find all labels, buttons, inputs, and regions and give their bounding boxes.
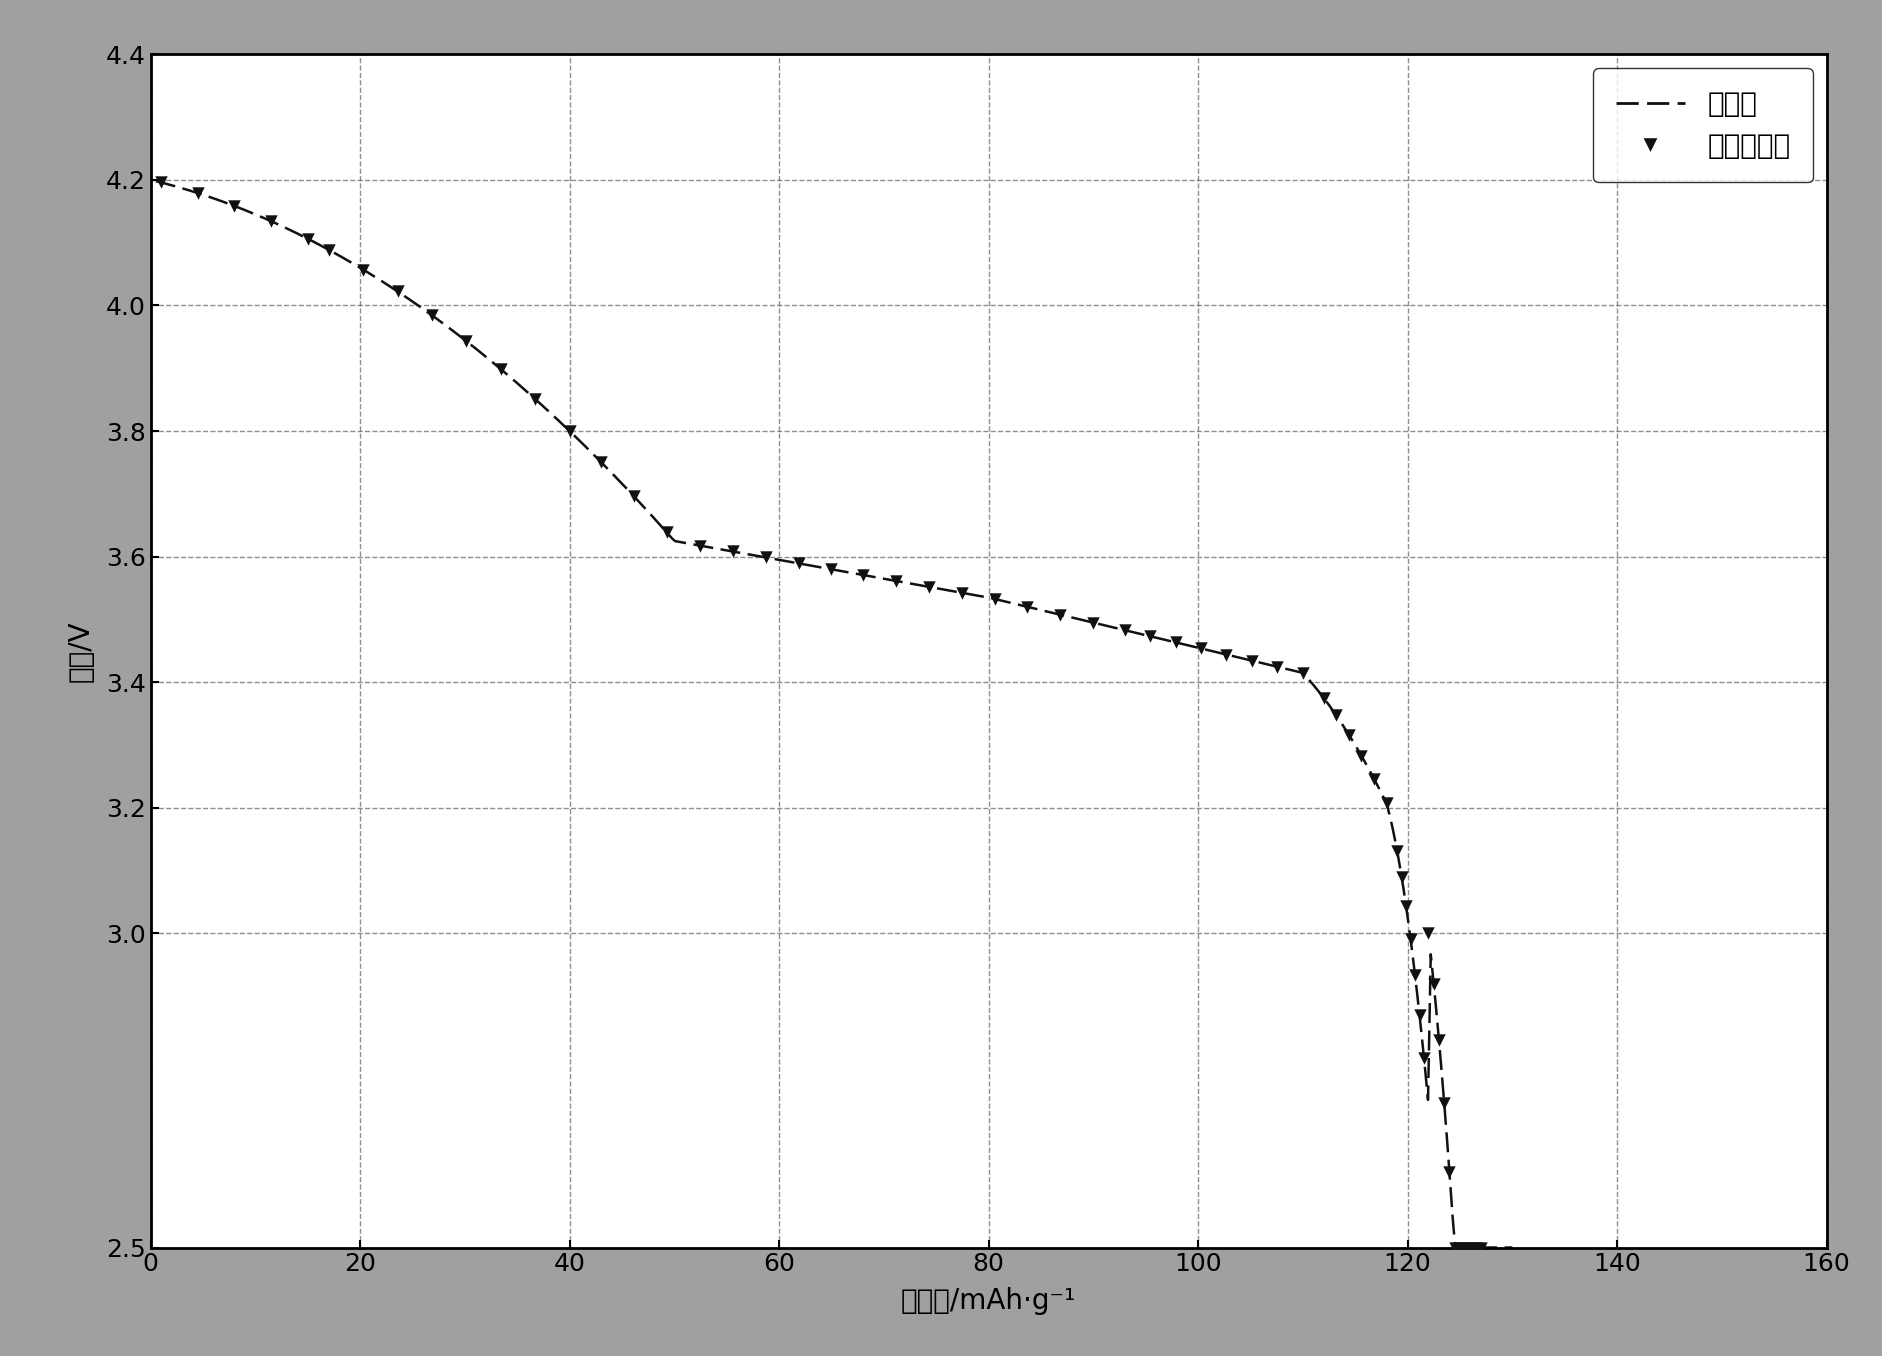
Point bbox=[1370, 793, 1400, 815]
Point bbox=[947, 582, 977, 603]
Point bbox=[1449, 1237, 1479, 1258]
Point bbox=[717, 541, 747, 563]
Point bbox=[1428, 1092, 1459, 1113]
Point bbox=[1434, 1161, 1464, 1182]
Point bbox=[1013, 597, 1043, 618]
Point bbox=[1455, 1237, 1485, 1258]
Point bbox=[847, 564, 877, 586]
Point bbox=[751, 546, 781, 568]
Point bbox=[1108, 620, 1139, 641]
Point bbox=[1443, 1237, 1474, 1258]
Point bbox=[1045, 603, 1075, 625]
Point bbox=[1261, 656, 1291, 678]
Point bbox=[1395, 928, 1425, 949]
Point bbox=[881, 570, 911, 591]
Point bbox=[1417, 972, 1447, 994]
Point bbox=[1308, 687, 1338, 709]
Point bbox=[292, 228, 322, 250]
Point bbox=[553, 420, 583, 442]
Point bbox=[348, 259, 378, 281]
Point bbox=[1404, 1005, 1434, 1026]
Point bbox=[1332, 724, 1363, 746]
Point bbox=[817, 559, 847, 580]
Point bbox=[1321, 705, 1351, 727]
Point bbox=[1236, 650, 1267, 671]
Point bbox=[651, 522, 681, 544]
Point bbox=[1440, 1237, 1470, 1258]
Point bbox=[183, 182, 213, 203]
Point bbox=[685, 534, 715, 556]
Point bbox=[1210, 644, 1240, 666]
Point bbox=[1159, 632, 1189, 654]
Point bbox=[256, 210, 286, 232]
Point bbox=[416, 304, 446, 325]
Point bbox=[486, 358, 516, 380]
Legend: 实验値, 模拟计算値: 实验値, 模拟计算値 bbox=[1592, 68, 1812, 183]
Point bbox=[585, 452, 615, 473]
X-axis label: 放电量/mAh·g⁻¹: 放电量/mAh·g⁻¹ bbox=[900, 1287, 1077, 1315]
Point bbox=[619, 485, 649, 507]
Point bbox=[314, 239, 344, 260]
Point bbox=[1408, 1047, 1438, 1069]
Point bbox=[1186, 637, 1216, 659]
Point bbox=[382, 281, 412, 302]
Point bbox=[1423, 1029, 1453, 1051]
Point bbox=[1381, 839, 1412, 861]
Point bbox=[783, 552, 813, 574]
Point bbox=[1135, 625, 1165, 647]
Point bbox=[1287, 662, 1317, 683]
Point bbox=[1346, 744, 1376, 766]
Point bbox=[1464, 1237, 1494, 1258]
Point bbox=[1078, 612, 1108, 633]
Point bbox=[913, 576, 943, 598]
Point bbox=[1460, 1237, 1491, 1258]
Point bbox=[452, 331, 482, 353]
Point bbox=[147, 172, 177, 194]
Point bbox=[218, 195, 248, 217]
Point bbox=[1391, 895, 1421, 917]
Point bbox=[1398, 964, 1428, 986]
Y-axis label: 电压/V: 电压/V bbox=[66, 620, 94, 682]
Point bbox=[1359, 767, 1389, 789]
Point bbox=[979, 589, 1009, 610]
Point bbox=[1413, 922, 1443, 944]
Point bbox=[1385, 865, 1415, 887]
Point bbox=[519, 388, 550, 410]
